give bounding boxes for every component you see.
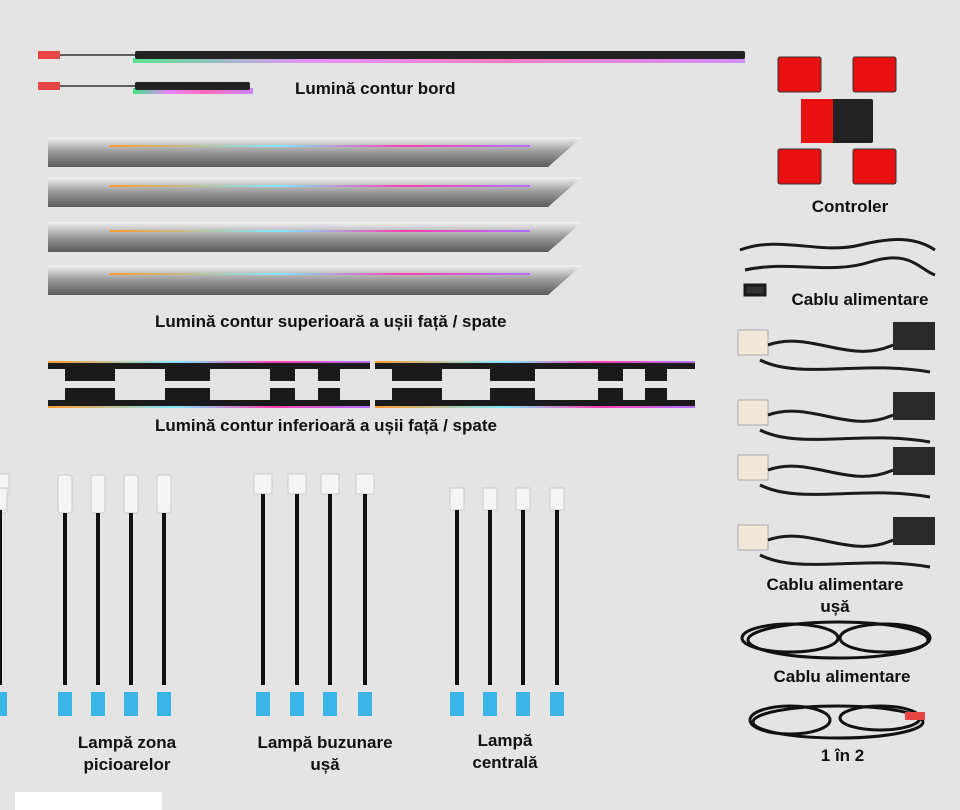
label-footwell: Lampă zona picioarelor [52, 732, 202, 776]
splitter-cable [748, 704, 925, 740]
label-controller: Controler [811, 197, 889, 216]
power-cable-harness [739, 238, 936, 297]
door-power-harnesses [736, 322, 937, 569]
label-door-upper: Lumină contur superioară a ușii față / s… [155, 312, 507, 331]
door-lower-frames [48, 361, 695, 408]
label-central-line1: Lampă [477, 731, 533, 750]
footwell-lamps [0, 473, 173, 718]
label-door-power: Cablu alimentare ușă [750, 574, 920, 618]
central-lamps [0, 486, 566, 718]
label-central-line2: centrală [472, 753, 538, 772]
label-dashboard: Lumină contur bord [295, 79, 456, 98]
label-power-cable-2: Cablu alimentare [773, 667, 911, 686]
label-door-power-line1: Cablu alimentare [766, 575, 904, 594]
dashboard-light-strip [38, 51, 745, 63]
label-footwell-line2: picioarelor [83, 755, 171, 774]
label-door-power-line2: ușă [820, 597, 850, 616]
label-pocket-line2: ușă [310, 755, 340, 774]
controller-modules [777, 56, 897, 185]
pocket-lamps [0, 472, 376, 718]
label-footwell-line1: Lampă zona [77, 733, 177, 752]
label-door-lower: Lumină contur inferioară a ușii față / s… [155, 416, 497, 435]
label-pocket-line1: Lampă buzunare [257, 733, 393, 752]
coil-cable [740, 620, 932, 660]
dashboard-light-strip-short [38, 82, 253, 94]
label-pocket: Lampă buzunare ușă [240, 732, 410, 776]
white-patch [15, 792, 162, 810]
label-power-cable: Cablu alimentare [791, 290, 929, 309]
door-upper-trims [48, 137, 582, 295]
label-splitter: 1 în 2 [820, 746, 865, 765]
label-central: Lampă centrală [450, 730, 560, 774]
